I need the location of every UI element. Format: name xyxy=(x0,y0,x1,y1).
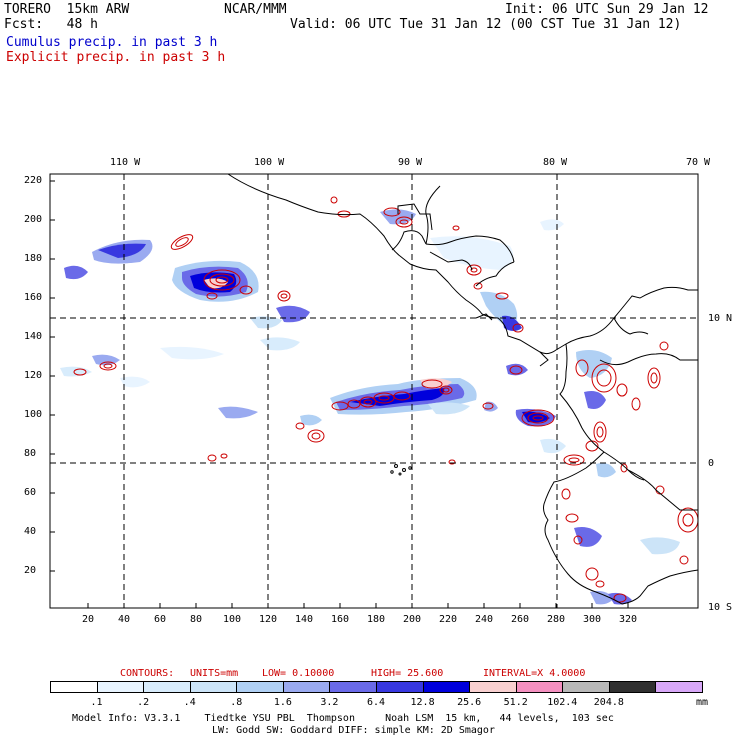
colorbar-label: 51.2 xyxy=(503,697,528,708)
cumulus-legend: Cumulus precip. in past 3 h xyxy=(6,35,218,50)
init-time: Init: 06 UTC Sun 29 Jan 12 xyxy=(505,2,709,17)
colorbar-label: 204.8 xyxy=(593,697,624,708)
colorbar-unit: mm xyxy=(696,697,709,708)
contours-title: CONTOURS: xyxy=(120,668,175,679)
x-tick-label: 260 xyxy=(511,614,530,625)
x-tick-label: 180 xyxy=(367,614,386,625)
lon-label-90w: 90 W xyxy=(398,157,423,168)
x-tick-label: 300 xyxy=(583,614,602,625)
x-tick-label: 280 xyxy=(547,614,566,625)
y-tick-label: 160 xyxy=(24,292,43,303)
map-frame xyxy=(49,173,699,609)
coastlines xyxy=(227,173,699,605)
x-tick-label: 20 xyxy=(82,614,95,625)
colorbar-swatch xyxy=(655,681,703,693)
x-tick-label: 60 xyxy=(154,614,167,625)
lat-label-10n: 10 N xyxy=(708,313,733,324)
colorbar-label: 102.4 xyxy=(547,697,578,708)
lat-label-10s: 10 S xyxy=(708,602,733,613)
y-tick-label: 80 xyxy=(24,448,37,459)
colorbar-swatch xyxy=(282,681,331,693)
colorbar-swatch xyxy=(236,681,284,693)
colorbar-swatch xyxy=(422,681,471,693)
contours-interval: INTERVAL=X 4.0000 xyxy=(483,668,586,679)
lat-label-0: 0 xyxy=(708,458,715,469)
explicit-legend: Explicit precip. in past 3 h xyxy=(6,50,226,65)
x-tick-label: 160 xyxy=(331,614,350,625)
contours-high: HIGH= 25.600 xyxy=(371,668,444,679)
y-tick-label: 40 xyxy=(24,526,37,537)
graticule xyxy=(50,174,698,608)
contours-low: LOW= 0.10000 xyxy=(262,668,335,679)
model-title: TORERO 15km ARW xyxy=(4,2,130,17)
colorbar-label: .1 xyxy=(90,697,103,708)
colorbar-swatch xyxy=(515,681,564,693)
colorbar-label: 12.8 xyxy=(410,697,435,708)
colorbar-label: .8 xyxy=(230,697,243,708)
y-tick-label: 220 xyxy=(24,175,43,186)
y-tick-marks xyxy=(50,180,55,572)
x-tick-marks xyxy=(87,603,629,608)
y-tick-label: 200 xyxy=(24,214,43,225)
contours-units: UNITS=mm xyxy=(190,668,239,679)
x-tick-label: 100 xyxy=(223,614,242,625)
forecast-hour: Fcst: 48 h xyxy=(4,17,98,32)
x-tick-label: 240 xyxy=(475,614,494,625)
colorbar-swatch xyxy=(329,681,377,693)
x-tick-label: 200 xyxy=(403,614,422,625)
colorbar-swatch xyxy=(96,681,145,693)
lon-label-80w: 80 W xyxy=(543,157,568,168)
y-tick-label: 100 xyxy=(24,409,43,420)
colorbar-label: 3.2 xyxy=(320,697,339,708)
center-label: NCAR/MMM xyxy=(224,2,287,17)
y-tick-label: 60 xyxy=(24,487,37,498)
lon-label-110w: 110 W xyxy=(110,157,141,168)
explicit-precip-contours xyxy=(73,196,699,603)
colorbar-swatch xyxy=(189,681,238,693)
valid-time: Valid: 06 UTC Tue 31 Jan 12 (00 CST Tue … xyxy=(290,17,682,32)
colorbar-swatch xyxy=(50,681,98,693)
colorbar-label: .2 xyxy=(137,697,150,708)
colorbar-label: 25.6 xyxy=(457,697,482,708)
x-tick-label: 220 xyxy=(439,614,458,625)
lon-label-70w: 70 W xyxy=(686,157,711,168)
y-tick-label: 140 xyxy=(24,331,43,342)
colorbar-swatch xyxy=(562,681,610,693)
x-tick-label: 40 xyxy=(118,614,131,625)
x-tick-label: 80 xyxy=(190,614,203,625)
colorbar-swatch xyxy=(608,681,657,693)
x-tick-label: 320 xyxy=(619,614,638,625)
colorbar-label: 6.4 xyxy=(366,697,386,708)
model-info: Model Info: V3.3.1 Tiedtke YSU PBL Thomp… xyxy=(72,713,614,724)
y-tick-label: 20 xyxy=(24,565,37,576)
colorbar-swatch xyxy=(376,681,424,693)
physics-info: LW: Godd SW: Goddard DIFF: simple KM: 2D… xyxy=(212,725,495,736)
colorbar-swatch xyxy=(143,681,191,693)
y-tick-label: 120 xyxy=(24,370,43,381)
cumulus-precip-areas xyxy=(60,209,680,605)
colorbar-swatch xyxy=(469,681,517,693)
x-tick-label: 140 xyxy=(295,614,314,625)
colorbar-label: .4 xyxy=(183,697,196,708)
lon-label-100w: 100 W xyxy=(254,157,285,168)
y-tick-label: 180 xyxy=(24,253,43,264)
x-tick-label: 120 xyxy=(259,614,278,625)
colorbar-label: 1.6 xyxy=(273,697,292,708)
